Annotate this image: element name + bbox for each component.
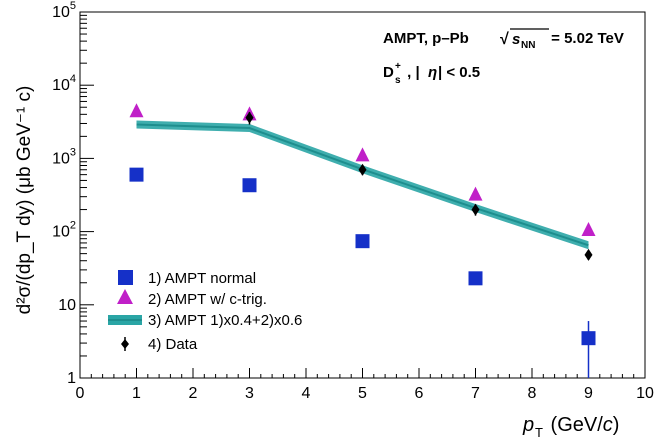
point-ampt-normal bbox=[581, 331, 596, 346]
particle-cut: | < 0.5 bbox=[438, 64, 480, 81]
x-tick-label: 7 bbox=[471, 385, 480, 402]
y-tick-label: 10 bbox=[58, 297, 76, 314]
point-ampt-normal bbox=[242, 178, 257, 193]
point-ampt-normal bbox=[129, 167, 144, 182]
point-ampt-ctrig bbox=[468, 186, 483, 201]
annotation-system: AMPT, p–Pb bbox=[383, 30, 469, 47]
legend-marker-data bbox=[121, 339, 129, 349]
point-ampt-ctrig bbox=[581, 222, 596, 237]
point-ampt-normal bbox=[355, 234, 370, 249]
x-axis-title: p T (GeV/c) bbox=[522, 414, 619, 440]
markers-layer bbox=[129, 103, 596, 378]
x-tick-label: 1 bbox=[132, 385, 141, 402]
legend-label-ampt-normal: 1) AMPT normal bbox=[148, 270, 256, 287]
sqrt-symbol: √ bbox=[500, 31, 509, 48]
y-tick-label: 104 bbox=[52, 73, 76, 94]
x-tick-label: 4 bbox=[302, 385, 311, 402]
x-tick-label: 10 bbox=[636, 385, 654, 402]
point-ampt-ctrig bbox=[129, 103, 144, 118]
particle-d: D bbox=[383, 64, 394, 81]
y-tick-label: 103 bbox=[52, 146, 76, 167]
x-tick-label: 0 bbox=[76, 385, 85, 402]
point-data bbox=[245, 111, 254, 124]
point-data bbox=[358, 163, 367, 176]
x-tick-label: 8 bbox=[528, 385, 537, 402]
legend: 1) AMPT normal 2) AMPT w/ c-trig. 3) AMP… bbox=[108, 270, 302, 353]
x-tick-label: 2 bbox=[189, 385, 198, 402]
legend-label-data: 4) Data bbox=[148, 336, 198, 353]
legend-marker-ampt-ctrig bbox=[117, 289, 133, 304]
particle-rest: , | bbox=[403, 64, 420, 81]
x-tick-label: 3 bbox=[245, 385, 254, 402]
particle-sub: s bbox=[395, 75, 401, 86]
y-tick-label: 105 bbox=[52, 0, 76, 21]
x-title-var: p bbox=[522, 414, 534, 436]
point-data bbox=[584, 248, 593, 261]
point-ampt-normal bbox=[468, 271, 483, 286]
annotation-energy: √ s NN = 5.02 TeV bbox=[500, 28, 624, 51]
x-title-sub: T bbox=[535, 425, 543, 440]
point-data bbox=[471, 203, 480, 216]
legend-label-ampt-combined: 3) AMPT 1)x0.4+2)x0.6 bbox=[148, 312, 302, 329]
particle-sup: + bbox=[395, 61, 401, 72]
y-axis-title: d²σ/(dp_T dy) (μb GeV⁻¹ c) bbox=[14, 86, 35, 315]
energy-sub: NN bbox=[521, 40, 535, 51]
x-title-unit: (GeV/c) bbox=[545, 414, 619, 436]
legend-label-ampt-ctrig: 2) AMPT w/ c-trig. bbox=[148, 291, 267, 308]
x-tick-label: 9 bbox=[584, 385, 593, 402]
point-ampt-ctrig bbox=[355, 147, 370, 162]
legend-marker-ampt-normal bbox=[118, 270, 133, 285]
energy-s: s bbox=[512, 31, 520, 48]
y-tick-label: 102 bbox=[52, 220, 76, 241]
y-tick-label: 1 bbox=[67, 370, 76, 387]
x-tick-label: 6 bbox=[415, 385, 424, 402]
x-tick-label: 5 bbox=[358, 385, 367, 402]
particle-eta: η bbox=[428, 64, 437, 81]
energy-value: = 5.02 TeV bbox=[547, 30, 624, 47]
annotation-particle: D + s , | η | < 0.5 bbox=[383, 61, 480, 86]
